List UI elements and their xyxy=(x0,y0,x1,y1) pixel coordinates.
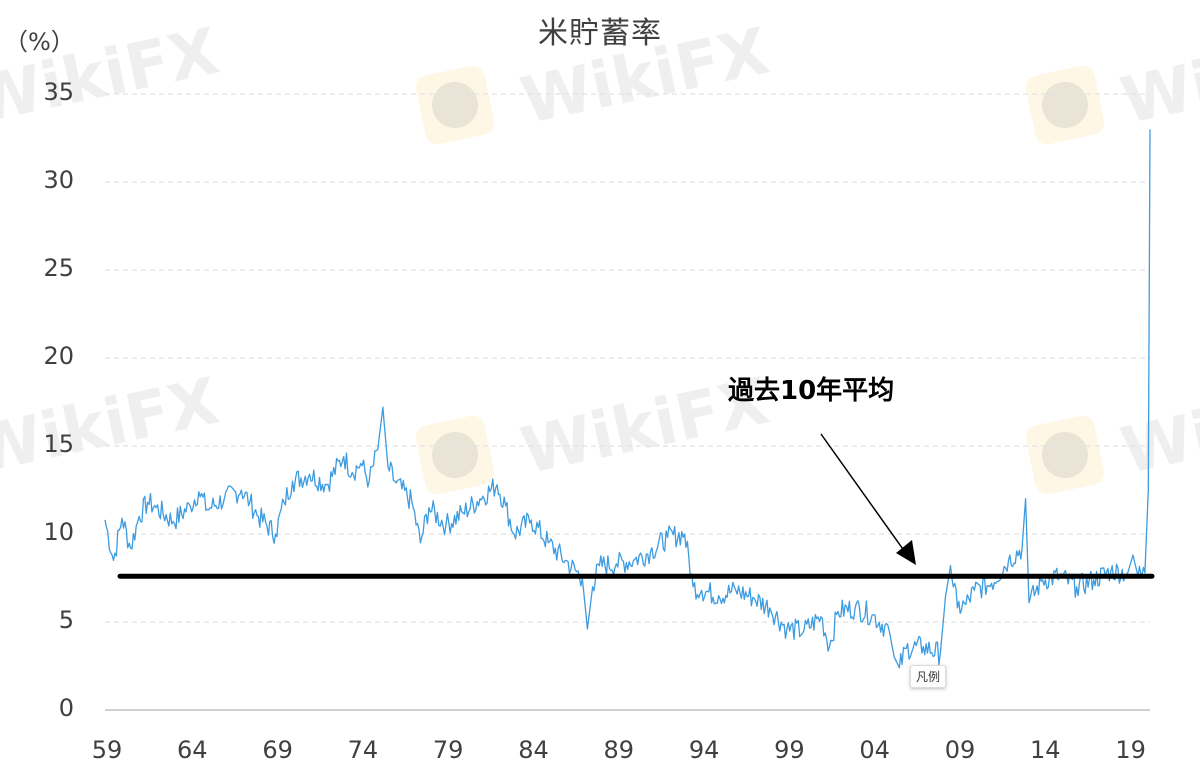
legend-button[interactable]: 凡例 xyxy=(910,665,947,688)
x-tick-label: 64 xyxy=(177,736,208,764)
x-tick-label: 19 xyxy=(1115,736,1146,764)
y-tick-label: 0 xyxy=(58,694,74,722)
x-tick-label: 84 xyxy=(518,736,549,764)
annotation-arrow xyxy=(820,433,906,553)
savings-rate-line xyxy=(104,129,1151,669)
x-tick-label: 09 xyxy=(944,736,976,764)
average-annotation-label: 過去10年平均 xyxy=(728,376,895,406)
x-tick-label: 04 xyxy=(859,736,890,764)
x-tick-label: 79 xyxy=(432,736,464,764)
x-tick-label: 89 xyxy=(603,736,635,764)
x-tick-label: 99 xyxy=(774,736,805,764)
arrow-head-icon xyxy=(896,540,916,565)
chart-title: 米貯蓄率 xyxy=(538,16,662,51)
x-tick-label: 69 xyxy=(262,736,293,764)
x-tick-label: 59 xyxy=(91,736,123,764)
y-tick-label: 15 xyxy=(43,430,74,458)
y-axis-unit: （%） xyxy=(4,28,75,56)
y-tick-label: 5 xyxy=(58,606,74,634)
y-tick-label: 20 xyxy=(43,342,74,370)
x-tick-label: 14 xyxy=(1030,736,1061,764)
y-tick-label: 10 xyxy=(43,518,74,546)
y-tick-label: 25 xyxy=(43,254,74,282)
x-tick-label: 94 xyxy=(688,736,720,764)
x-tick-label: 74 xyxy=(347,736,379,764)
y-tick-label: 35 xyxy=(43,78,74,106)
y-tick-label: 30 xyxy=(43,166,74,194)
